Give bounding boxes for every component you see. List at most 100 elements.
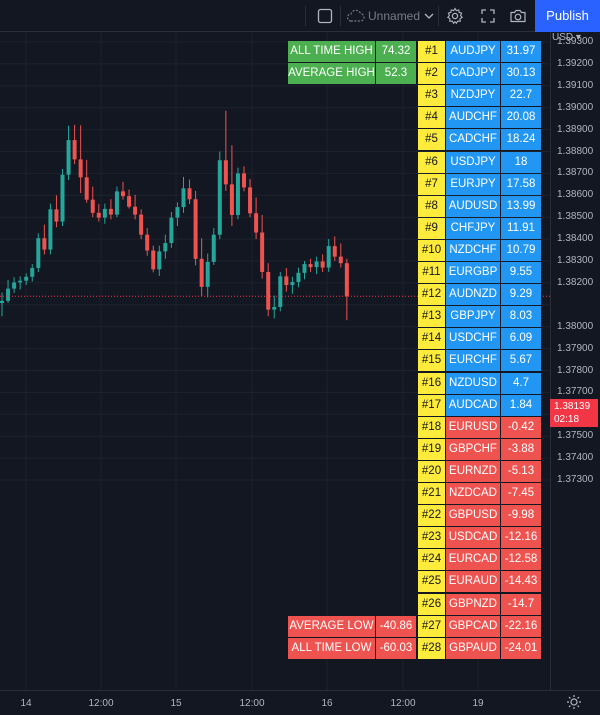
price-tick-label: 1.37900 bbox=[557, 342, 594, 354]
camera-icon[interactable] bbox=[509, 7, 527, 25]
candle-body bbox=[84, 177, 89, 200]
value-cell: -3.88 bbox=[501, 438, 541, 460]
current-price-tag: 1.38139 02:18 bbox=[550, 399, 598, 427]
candle-body bbox=[6, 288, 11, 301]
candle-body bbox=[290, 282, 295, 286]
rank-cell: #28 bbox=[418, 637, 445, 659]
rank-cell: #1 bbox=[418, 41, 445, 62]
candle-body bbox=[133, 206, 138, 215]
rank-cell: #15 bbox=[418, 350, 445, 372]
candle-body bbox=[320, 261, 325, 268]
candle-body bbox=[181, 188, 186, 208]
candle-body bbox=[42, 238, 47, 250]
price-tick-label: 1.38400 bbox=[557, 233, 594, 245]
candle-body bbox=[235, 173, 240, 216]
candle-body bbox=[223, 160, 228, 185]
candle-body bbox=[260, 232, 265, 272]
candle-body bbox=[0, 300, 4, 304]
candle-body bbox=[169, 217, 174, 244]
currency-label[interactable]: USD ▾ bbox=[552, 32, 581, 43]
candle-body bbox=[332, 246, 337, 257]
candle-body bbox=[102, 208, 107, 218]
candle-body bbox=[242, 173, 246, 188]
pair-cell: USDCHF bbox=[446, 328, 500, 350]
pair-cell: NZDUSD bbox=[446, 372, 500, 394]
rank-cell: #21 bbox=[418, 483, 445, 504]
candle-body bbox=[145, 234, 150, 251]
candle-body bbox=[199, 258, 204, 287]
candle-body bbox=[18, 280, 23, 283]
candle-body bbox=[78, 159, 83, 178]
value-cell: 9.29 bbox=[501, 284, 541, 306]
candle-body bbox=[96, 212, 101, 218]
rank-cell: #8 bbox=[418, 195, 445, 217]
time-tick-label: 12:00 bbox=[88, 698, 114, 709]
candle-body bbox=[127, 196, 132, 207]
time-tick-label: 16 bbox=[321, 698, 333, 709]
time-axis[interactable]: 14 12:00 15 12:00 16 12:00 19 bbox=[0, 690, 600, 714]
value-cell: -14.7 bbox=[501, 593, 541, 615]
candle-body bbox=[266, 271, 271, 310]
pair-cell: EURUSD bbox=[446, 416, 500, 438]
candle-body bbox=[151, 250, 156, 270]
rank-cell: #4 bbox=[418, 107, 445, 129]
average-low-value: -40.86 bbox=[376, 616, 416, 637]
candle-body bbox=[229, 184, 234, 216]
value-cell: 31.97 bbox=[501, 41, 541, 62]
price-axis[interactable]: 1.39300 1.39200 1.39100 1.39000 1.38900 1.388… bbox=[550, 32, 600, 690]
candle-body bbox=[344, 263, 349, 297]
value-cell: 11.91 bbox=[501, 217, 541, 239]
candle-body bbox=[254, 213, 259, 233]
rank-cell: #14 bbox=[418, 328, 445, 350]
all-time-low-label: ALL TIME LOW bbox=[288, 638, 375, 659]
rank-cell: #12 bbox=[418, 284, 445, 306]
bar-countdown: 02:18 bbox=[554, 414, 580, 425]
pair-cell: NZDJPY bbox=[446, 85, 500, 107]
candle-body bbox=[163, 243, 168, 252]
price-tick-label: 1.38900 bbox=[557, 123, 594, 135]
price-tick-label: 1.39100 bbox=[557, 79, 594, 91]
square-icon[interactable] bbox=[316, 7, 334, 25]
price-tick-label: 1.38600 bbox=[557, 189, 594, 201]
current-price-value: 1.38139 bbox=[554, 401, 591, 412]
rank-cell: #22 bbox=[418, 505, 445, 527]
chevron-down-icon[interactable] bbox=[423, 7, 441, 25]
toolbar-divider bbox=[340, 6, 341, 26]
value-cell: 17.58 bbox=[501, 173, 541, 195]
price-tick-label: 1.38200 bbox=[557, 276, 594, 288]
rank-cell: #2 bbox=[418, 63, 445, 85]
price-tick-label: 1.39300 bbox=[557, 36, 594, 47]
pair-cell: EURNZD bbox=[446, 460, 500, 482]
candle-body bbox=[12, 282, 17, 289]
pair-cell: AUDNZD bbox=[446, 284, 500, 306]
value-cell: 6.09 bbox=[501, 328, 541, 350]
price-tick-label: 1.37700 bbox=[557, 386, 594, 398]
pair-cell: NZDCHF bbox=[446, 239, 500, 261]
settings-sun-icon[interactable] bbox=[566, 694, 584, 712]
gear-icon[interactable] bbox=[446, 7, 464, 25]
rank-cell: #11 bbox=[418, 262, 445, 283]
rank-cell: #7 bbox=[418, 173, 445, 195]
candle-body bbox=[90, 199, 95, 213]
toolbar-divider bbox=[438, 6, 439, 26]
layout-name[interactable]: Unnamed bbox=[368, 9, 421, 23]
value-cell: -14.43 bbox=[501, 571, 541, 593]
fullscreen-icon[interactable] bbox=[479, 7, 497, 25]
candle-body bbox=[108, 208, 113, 215]
candle-body bbox=[139, 214, 144, 235]
candle-body bbox=[66, 140, 71, 175]
pair-cell: GBPAUD bbox=[446, 637, 500, 659]
pair-cell: GBPJPY bbox=[446, 306, 500, 328]
top-toolbar: Unnamed Publish bbox=[0, 0, 600, 32]
candle-body bbox=[296, 272, 301, 283]
pair-cell: USDCAD bbox=[446, 527, 500, 549]
pair-cell: EURCAD bbox=[446, 549, 500, 571]
value-cell: 20.08 bbox=[501, 107, 541, 129]
pair-cell: CHFJPY bbox=[446, 217, 500, 239]
candle-body bbox=[205, 261, 210, 287]
candle-body bbox=[272, 306, 277, 310]
publish-button[interactable]: Publish bbox=[535, 0, 600, 32]
rank-cell: #16 bbox=[418, 372, 445, 394]
rank-cell: #10 bbox=[418, 239, 445, 261]
value-cell: 8.03 bbox=[501, 306, 541, 328]
